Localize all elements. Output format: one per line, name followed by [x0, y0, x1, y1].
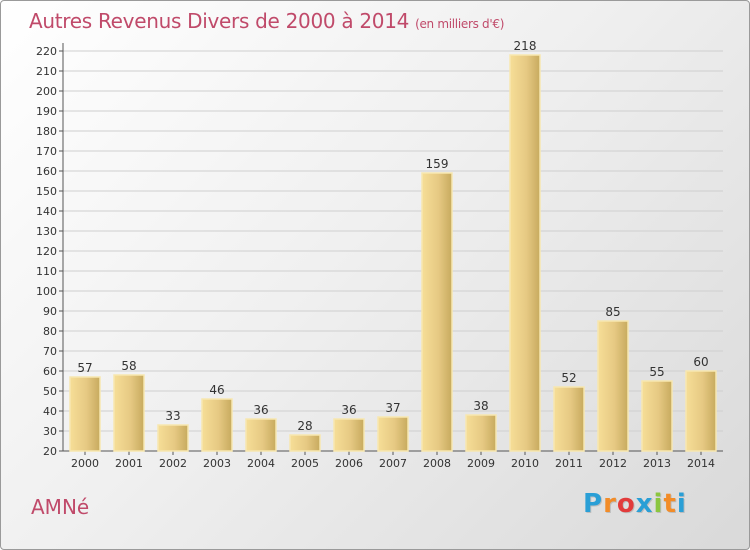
x-tick-label: 2013 — [643, 457, 671, 470]
y-tick-label: 130 — [36, 225, 57, 238]
bar — [245, 418, 277, 452]
bar — [421, 172, 453, 452]
bar — [69, 376, 101, 452]
bar — [509, 54, 541, 452]
bar-value-label: 60 — [693, 355, 708, 369]
y-tick-label: 190 — [36, 105, 57, 118]
proxiti-logo: Proxiti — [583, 489, 687, 519]
y-tick-label: 140 — [36, 205, 57, 218]
y-tick-label: 80 — [43, 325, 57, 338]
y-tick-label: 150 — [36, 185, 57, 198]
y-tick-label: 160 — [36, 165, 57, 178]
bar — [553, 386, 585, 452]
bar-value-label: 85 — [605, 305, 620, 319]
logo-letter: x — [635, 489, 654, 519]
chart-title: Autres Revenus Divers de 2000 à 2014 (en … — [29, 9, 504, 33]
logo-letter: t — [663, 489, 677, 519]
bar-value-label: 37 — [385, 401, 400, 415]
bar — [465, 414, 497, 452]
x-tick-label: 2000 — [71, 457, 99, 470]
commune-name: AMNé — [31, 495, 90, 519]
logo-letter: P — [583, 489, 604, 519]
bar — [157, 424, 189, 452]
y-tick-label: 120 — [36, 245, 57, 258]
x-tick-label: 2012 — [599, 457, 627, 470]
bar-value-label: 46 — [209, 383, 224, 397]
bar-value-label: 33 — [165, 409, 180, 423]
y-tick-label: 100 — [36, 285, 57, 298]
bar — [685, 370, 717, 452]
y-tick-label: 30 — [43, 425, 57, 438]
bar — [201, 398, 233, 452]
x-tick-label: 2009 — [467, 457, 495, 470]
logo-letter: i — [653, 489, 664, 519]
y-tick-label: 90 — [43, 305, 57, 318]
bar — [289, 434, 321, 452]
y-tick-label: 60 — [43, 365, 57, 378]
bars — [69, 54, 717, 452]
bar-value-label: 36 — [341, 403, 356, 417]
chart-subtitle: (en milliers d'€) — [415, 17, 505, 31]
y-tick-label: 20 — [43, 445, 57, 458]
x-tick-label: 2004 — [247, 457, 275, 470]
x-tick-label: 2005 — [291, 457, 319, 470]
y-tick-label: 200 — [36, 85, 57, 98]
x-tick-label: 2010 — [511, 457, 539, 470]
y-tick-label: 70 — [43, 345, 57, 358]
bar-value-label: 38 — [473, 399, 488, 413]
y-tick-label: 210 — [36, 65, 57, 78]
y-tick-label: 40 — [43, 405, 57, 418]
bar-value-label: 36 — [253, 403, 268, 417]
bar-value-label: 57 — [77, 361, 92, 375]
y-tick-label: 170 — [36, 145, 57, 158]
bar-value-label: 218 — [514, 39, 537, 53]
logo-letter: o — [616, 489, 636, 519]
y-tick-label: 180 — [36, 125, 57, 138]
bar — [113, 374, 145, 452]
x-tick-label: 2011 — [555, 457, 583, 470]
x-tick-label: 2002 — [159, 457, 187, 470]
labels: 57 2000 58 2001 33 2002 46 2003 36 2004 28 2005 36 20… — [71, 39, 715, 470]
x-tick-label: 2001 — [115, 457, 143, 470]
bar — [377, 416, 409, 452]
x-tick-label: 2003 — [203, 457, 231, 470]
bar-value-label: 28 — [297, 419, 312, 433]
bar — [641, 380, 673, 452]
bar-value-label: 159 — [426, 157, 449, 171]
y-tick-label: 220 — [36, 45, 57, 58]
x-tick-label: 2007 — [379, 457, 407, 470]
y-tick-label: 110 — [36, 265, 57, 278]
bar — [597, 320, 629, 452]
logo-letter: i — [676, 489, 687, 519]
bar-value-label: 52 — [561, 371, 576, 385]
x-tick-label: 2008 — [423, 457, 451, 470]
chart-title-text: Autres Revenus Divers de 2000 à 2014 — [29, 9, 410, 33]
logo-letter: r — [603, 489, 617, 519]
x-tick-label: 2014 — [687, 457, 715, 470]
y-tick-label: 50 — [43, 385, 57, 398]
x-tick-label: 2006 — [335, 457, 363, 470]
bar-value-label: 55 — [649, 365, 664, 379]
bar-value-label: 58 — [121, 359, 136, 373]
bar — [333, 418, 365, 452]
